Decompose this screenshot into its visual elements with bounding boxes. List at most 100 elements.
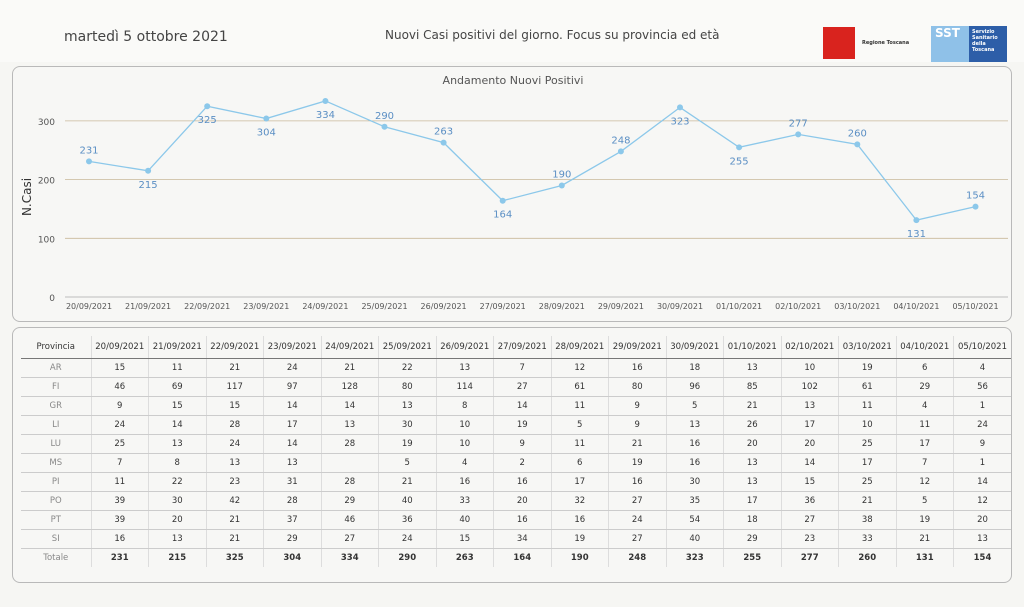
row-label: GR [21, 396, 91, 416]
row-label: Totale [43, 552, 69, 563]
table-cell: 11 [90, 472, 149, 492]
table-cell: 9 [953, 434, 1011, 454]
table-cell: 13 [205, 453, 264, 473]
table-cell: 40 [435, 510, 494, 530]
row-label: FI [21, 377, 91, 397]
table-cell: 16 [90, 529, 149, 549]
x-tick-label: 26/09/2021 [421, 302, 467, 311]
table-cell: 18 [665, 358, 724, 378]
chart-panel: Andamento Nuovi Positivi N.Casi 0 100 200 300… [12, 66, 1012, 322]
column-header-date: 27/09/2021 [493, 336, 551, 359]
table-cell: 11 [838, 396, 896, 416]
table-row: AR 15 11 21 24 21 22 13 7 12 16 18 13 10 19 6 4 [21, 358, 1011, 378]
table-cell: 154 [953, 548, 1011, 567]
table-cell: 117 [205, 377, 264, 397]
table-cell: 54 [665, 510, 724, 530]
line-chart: Andamento Nuovi Positivi N.Casi 0 100 200 300… [20, 74, 1008, 311]
table-cell: 5 [550, 415, 609, 435]
sst-logo: SST Servizio Sanitario della Toscana [931, 26, 1007, 62]
table-cell: 14 [493, 396, 551, 416]
data-label: 323 [670, 116, 689, 127]
table-cell: 42 [205, 491, 264, 511]
series-line [88, 100, 976, 221]
table-cell: 35 [665, 491, 724, 511]
table-cell: 24 [263, 358, 321, 378]
data-label: 231 [79, 145, 98, 156]
table-cell: 25 [838, 434, 896, 454]
table-cell: 22 [378, 358, 436, 378]
row-label: MS [21, 453, 91, 473]
table-cell: 33 [838, 529, 896, 549]
data-point [854, 141, 861, 148]
column-header-provincia: Provincia [21, 336, 91, 359]
table-cell: 17 [550, 472, 609, 492]
table-cell: 15 [435, 529, 494, 549]
column-header-date: 28/09/2021 [550, 336, 609, 359]
table-cell: 29 [723, 529, 781, 549]
x-tick-label: 27/09/2021 [480, 302, 526, 311]
table-cell: 8 [148, 453, 206, 473]
table-cell: 12 [895, 472, 954, 492]
x-tick-label: 23/09/2021 [243, 302, 289, 311]
table-cell: 46 [90, 377, 149, 397]
table-cell: 14 [320, 396, 379, 416]
table-cell: 5 [378, 453, 436, 473]
table-cell: 17 [895, 434, 954, 454]
column-header-date: 24/09/2021 [320, 336, 379, 359]
x-tick-label: 01/10/2021 [716, 302, 762, 311]
table-cell: 17 [780, 415, 839, 435]
table-cell: 14 [953, 472, 1011, 492]
table-cell: 27 [493, 377, 551, 397]
table-cell: 323 [665, 548, 724, 567]
table-cell: 16 [493, 472, 551, 492]
table-row: LI 24 14 28 17 13 30 10 19 5 9 13 26 17 10 11 24 [21, 415, 1011, 435]
table-cell: 36 [378, 510, 436, 530]
data-point [913, 217, 920, 224]
table-cell: 102 [780, 377, 839, 397]
data-point [381, 123, 388, 130]
table-cell: 21 [205, 358, 264, 378]
row-label: PI [21, 472, 91, 492]
table-cell: 27 [608, 529, 666, 549]
regione-toscana-logo [823, 27, 855, 59]
table-cell: 85 [723, 377, 781, 397]
data-point [86, 158, 92, 165]
table-cell: 2 [493, 453, 551, 473]
table-cell: 30 [378, 415, 436, 435]
row-label: AR [21, 358, 91, 378]
table-cell: 9 [90, 396, 149, 416]
table-cell: 19 [838, 358, 896, 378]
data-label: 334 [316, 110, 335, 121]
table-cell: 25 [838, 472, 896, 492]
y-tick-label: 0 [49, 294, 55, 304]
table-cell: 13 [148, 434, 206, 454]
table-cell: 1 [953, 396, 1011, 416]
table-cell: 24 [205, 434, 264, 454]
table-cell: 24 [608, 510, 666, 530]
table-cell: 13 [723, 358, 781, 378]
table-cell: 10 [838, 415, 896, 435]
table-row: PI 11 22 23 31 28 21 16 16 17 16 30 13 15 25 12 14 [21, 472, 1011, 492]
table-cell: 17 [263, 415, 321, 435]
cases-table: Provincia 20/09/2021 21/09/2021 22/09/2021 2… [21, 336, 1011, 567]
data-point [617, 148, 624, 155]
table-cell: 304 [263, 548, 321, 567]
table-cell: 21 [608, 434, 666, 454]
table-cell: 36 [780, 491, 839, 511]
table-cell: 13 [320, 415, 379, 435]
table-cell: 4 [953, 358, 1011, 378]
table-cell: 13 [953, 529, 1011, 549]
table-cell: 13 [148, 529, 206, 549]
chart-title: Andamento Nuovi Positivi [443, 74, 584, 87]
table-cell: 28 [263, 491, 321, 511]
table-cell [320, 453, 379, 473]
column-header-date: 29/09/2021 [608, 336, 666, 359]
table-cell: 11 [895, 415, 954, 435]
row-label: LU [21, 434, 91, 454]
sst-logo-text: Servizio Sanitario della Toscana [969, 26, 1007, 62]
data-point [736, 144, 743, 151]
x-tick-label: 25/09/2021 [361, 302, 407, 311]
column-header-date: 05/10/2021 [953, 336, 1011, 359]
x-tick-label: 04/10/2021 [893, 302, 939, 311]
data-label: 255 [730, 156, 749, 167]
